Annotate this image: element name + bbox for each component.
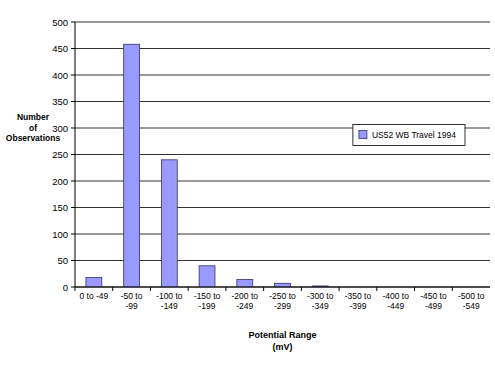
x-tick-label: -50 to-99 — [121, 291, 143, 311]
x-tick-mark — [225, 287, 226, 291]
y-tick-label: 400 — [52, 70, 68, 81]
y-tick-label: 450 — [52, 43, 68, 54]
x-tick-mark — [414, 287, 415, 291]
x-tick-label: -500 to-549 — [458, 291, 485, 311]
x-tick-mark — [75, 287, 76, 291]
x-tick-mark — [301, 287, 302, 291]
y-tick-label: 50 — [57, 255, 68, 266]
bar — [124, 44, 140, 287]
x-axis — [75, 287, 490, 288]
tick-mark — [71, 207, 75, 208]
x-tick-label: 0 to -49 — [79, 291, 108, 301]
x-tick-label: -200 to-249 — [232, 291, 259, 311]
x-tick-label: -350 to-399 — [345, 291, 372, 311]
y-axis-label: NumberofObservations — [6, 112, 61, 143]
tick-mark — [71, 234, 75, 235]
y-tick-label: 0 — [63, 282, 68, 293]
legend-label: US52 WB Travel 1994 — [372, 130, 456, 140]
y-tick-label: 150 — [52, 202, 68, 213]
tick-mark — [71, 22, 75, 23]
tick-mark — [71, 287, 75, 288]
grid — [75, 22, 490, 287]
x-tick-label: -150 to-199 — [194, 291, 221, 311]
tick-mark — [71, 128, 75, 129]
x-tick-mark — [112, 287, 113, 291]
bar — [237, 280, 253, 287]
y-tick-label: 200 — [52, 176, 68, 187]
y-axis — [75, 22, 76, 287]
x-tick-mark — [150, 287, 151, 291]
x-tick-label: -450 to-499 — [420, 291, 447, 311]
legend: US52 WB Travel 1994 — [353, 125, 465, 146]
tick-mark — [71, 101, 75, 102]
x-tick-mark — [452, 287, 453, 291]
y-tick-label: 100 — [52, 229, 68, 240]
tick-mark — [71, 75, 75, 76]
x-tick-label: -250 to-299 — [269, 291, 296, 311]
tick-mark — [71, 181, 75, 182]
bar — [275, 283, 291, 287]
legend-swatch — [359, 131, 367, 139]
x-tick-mark — [339, 287, 340, 291]
grid-line — [75, 287, 490, 288]
x-axis-label: Potential Range(mV) — [248, 330, 316, 352]
bars — [86, 44, 328, 287]
y-tick-label: 300 — [52, 123, 68, 134]
tick-mark — [71, 260, 75, 261]
grid-line — [75, 22, 490, 23]
x-tick-mark — [263, 287, 264, 291]
tick-mark — [71, 48, 75, 49]
y-tick-label: 250 — [52, 149, 68, 160]
y-tick-label: 500 — [52, 17, 68, 28]
bar — [161, 160, 177, 287]
legend-box — [353, 125, 465, 146]
x-tick-mark — [376, 287, 377, 291]
x-tick-label: -300 to-349 — [307, 291, 334, 311]
x-tick-label: -400 to-449 — [382, 291, 409, 311]
y-tick-label: 350 — [52, 96, 68, 107]
chart: 0 50 100 150 200 250 300 350 400 450 500 0 to -49 -5… — [0, 0, 495, 365]
x-tick-mark — [188, 287, 189, 291]
bar — [199, 266, 215, 287]
x-tick-label: -100 to-149 — [156, 291, 183, 311]
tick-mark — [71, 154, 75, 155]
bar — [86, 277, 102, 287]
